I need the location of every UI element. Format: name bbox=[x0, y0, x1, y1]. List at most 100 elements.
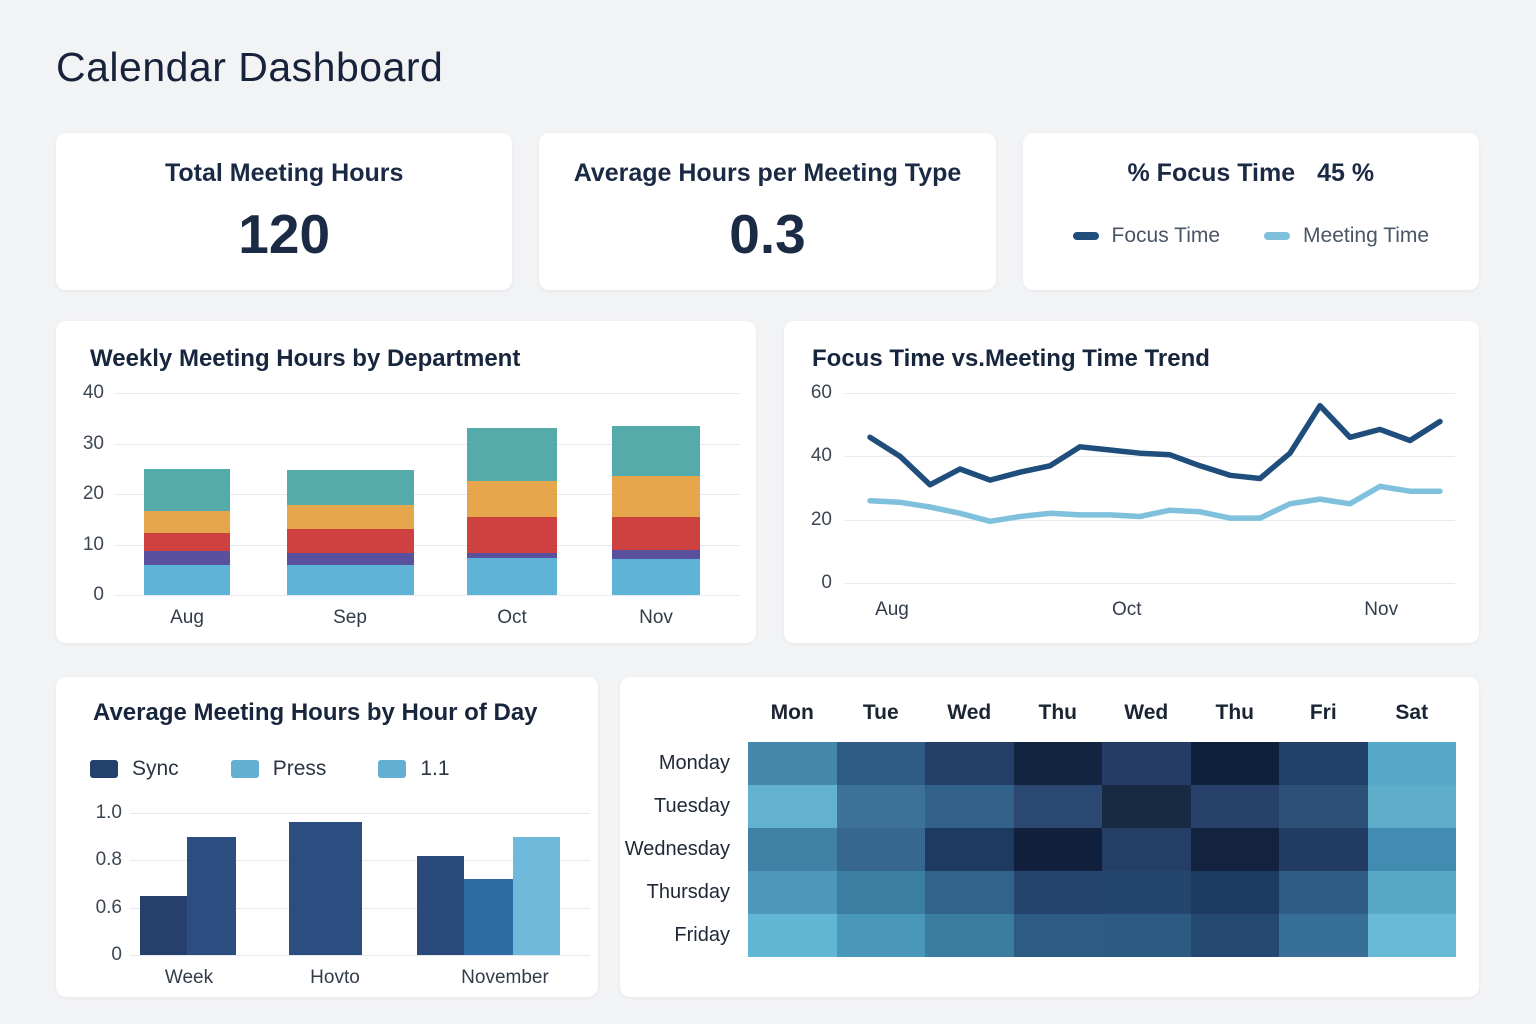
heatmap-row: Monday bbox=[620, 742, 1456, 785]
weekly-bar-segment bbox=[286, 469, 414, 506]
hour-ytick: 0.6 bbox=[95, 896, 122, 918]
heatmap-row-label: Tuesday bbox=[654, 795, 730, 817]
hour-bar bbox=[417, 855, 464, 955]
press-swatch-icon bbox=[230, 760, 259, 778]
heatmap-cell bbox=[836, 871, 925, 914]
heatmap-cell bbox=[1279, 914, 1368, 957]
kpi-title-avg-hours: Average Hours per Meeting Type bbox=[573, 159, 962, 187]
weekly-bar-segment bbox=[144, 564, 230, 595]
trend-lines-svg bbox=[867, 402, 1443, 525]
hour-xtick: Week bbox=[164, 967, 214, 988]
hour-plot: 0 0.6 0.8 1.0 Week Hovto November bbox=[96, 802, 590, 988]
weekly-bar-segment bbox=[467, 553, 557, 559]
heatmap-body: Monday Tuesday Wednesday Thursday Friday bbox=[620, 742, 1456, 957]
weekly-bar-segment bbox=[286, 505, 414, 530]
weekly-bar-segment bbox=[144, 468, 230, 511]
weekly-bar-segment bbox=[612, 558, 700, 595]
heatmap-cell bbox=[1279, 828, 1368, 871]
hour-bar bbox=[513, 836, 560, 955]
heatmap-cell bbox=[1279, 871, 1368, 914]
weekly-xtick: Oct bbox=[497, 607, 527, 628]
heatmap-cell bbox=[1190, 914, 1279, 957]
heatmap-row-label: Friday bbox=[674, 924, 730, 946]
heatmap-cell bbox=[1102, 828, 1191, 871]
legend-label-press: Press bbox=[272, 757, 327, 780]
kpi-title-total-meeting-hours: Total Meeting Hours bbox=[164, 159, 404, 187]
heatmap-cell bbox=[748, 914, 837, 957]
weekly-xtick: Sep bbox=[333, 607, 367, 628]
hour-gridline bbox=[130, 813, 590, 814]
weekly-gridline bbox=[115, 494, 740, 495]
heatmap-cell bbox=[748, 871, 837, 914]
legend-label-focus-time: Focus Time bbox=[1111, 224, 1221, 247]
legend-item-meeting-time: Meeting Time bbox=[1264, 224, 1429, 248]
heatmap-row-label: Monday bbox=[658, 752, 730, 774]
kpi-card-total-meeting-hours: Total Meeting Hours 120 bbox=[56, 133, 513, 290]
hour-bar bbox=[464, 879, 513, 955]
weekly-bar-segment bbox=[612, 476, 700, 517]
weekly-bar-segment bbox=[144, 532, 230, 552]
trend-xtick: Oct bbox=[1112, 599, 1142, 620]
heatmap-col-header: Mon bbox=[770, 701, 814, 724]
one-point-one-swatch-icon bbox=[378, 760, 407, 778]
page-title: Calendar Dashboard bbox=[56, 44, 444, 90]
weekly-bar-segment bbox=[612, 516, 700, 550]
heatmap-col-header: Sat bbox=[1395, 701, 1429, 724]
trend-gridline bbox=[845, 456, 1455, 458]
heatmap-cell bbox=[1102, 785, 1191, 828]
trend-xtick: Aug bbox=[875, 599, 909, 620]
heatmap-header: Mon Tue Wed Thu Wed Thu Fri Sat bbox=[748, 701, 1456, 729]
heatmap-cell bbox=[925, 742, 1014, 785]
kpi-value-total-meeting-hours: 120 bbox=[238, 203, 331, 265]
weekly-gridline bbox=[115, 544, 740, 546]
weekly-gridline bbox=[115, 393, 740, 394]
heatmap-cell bbox=[836, 914, 925, 957]
trend-gridline bbox=[845, 393, 1455, 394]
kpi-title-row-focus-time: % Focus Time 45 % bbox=[1023, 159, 1479, 188]
legend-item-focus-time: Focus Time bbox=[1072, 224, 1221, 248]
weekly-ytick: 40 bbox=[82, 382, 104, 403]
hour-bar bbox=[187, 836, 236, 955]
heatmap-row: Tuesday bbox=[620, 785, 1456, 828]
weekly-xtick: Aug bbox=[170, 607, 204, 628]
heatmap-cell bbox=[748, 785, 837, 828]
heatmap-cell bbox=[1190, 828, 1279, 871]
trend-gridline bbox=[845, 519, 1455, 521]
heatmap-cell bbox=[1102, 742, 1191, 785]
heatmap-cell bbox=[1102, 871, 1191, 914]
heatmap-row: Wednesday bbox=[620, 828, 1456, 871]
weekly-ytick: 0 bbox=[93, 584, 104, 605]
heatmap-col-header: Thu bbox=[1038, 701, 1077, 724]
heatmap-cell bbox=[748, 828, 837, 871]
trend-xtick: Nov bbox=[1364, 599, 1399, 620]
meeting-time-line bbox=[867, 483, 1443, 525]
trend-ytick: 40 bbox=[810, 445, 832, 467]
weekly-xtick: Nov bbox=[639, 607, 673, 628]
heatmap-cell bbox=[925, 828, 1014, 871]
weekly-bar-segment bbox=[467, 428, 557, 482]
heatmap-col-header: Tue bbox=[862, 701, 899, 724]
weekly-ytick: 10 bbox=[82, 533, 104, 555]
heatmap-row: Thursday bbox=[620, 871, 1456, 914]
heatmap-cell bbox=[1190, 871, 1279, 914]
trend-ytick: 60 bbox=[810, 382, 832, 403]
heatmap-cell bbox=[1367, 871, 1456, 914]
heatmap-cell bbox=[836, 785, 925, 828]
hour-bar bbox=[140, 895, 187, 955]
heatmap-col-header: Wed bbox=[947, 701, 992, 724]
kpi-card-focus-time-percent: % Focus Time 45 % Focus Time Meeting Tim… bbox=[1022, 133, 1479, 290]
meeting-time-swatch-icon bbox=[1264, 232, 1291, 240]
weekly-plot: 0 10 20 30 40 Aug Sep Oct Nov bbox=[83, 382, 740, 628]
focus-time-line bbox=[867, 402, 1443, 488]
kpi-title-focus-time: % Focus Time bbox=[1127, 159, 1296, 187]
kpi-row: Total Meeting Hours 120 Average Hours pe… bbox=[56, 133, 1479, 290]
trend-plot: 0 20 40 60 Aug Oct Nov bbox=[811, 382, 1455, 620]
heatmap-cell bbox=[925, 914, 1014, 957]
trend-gridline bbox=[845, 583, 1455, 584]
heatmap-cell bbox=[1367, 742, 1456, 785]
meeting-heatmap-card: Mon Tue Wed Thu Wed Thu Fri Sat Monday Tuesday We… bbox=[620, 677, 1479, 997]
heatmap-cell bbox=[748, 742, 837, 785]
avg-hours-by-hour-chart-card: Average Meeting Hours by Hour of Day Syn… bbox=[56, 677, 598, 997]
heatmap-cell bbox=[836, 828, 925, 871]
hour-xtick: November bbox=[461, 967, 549, 988]
